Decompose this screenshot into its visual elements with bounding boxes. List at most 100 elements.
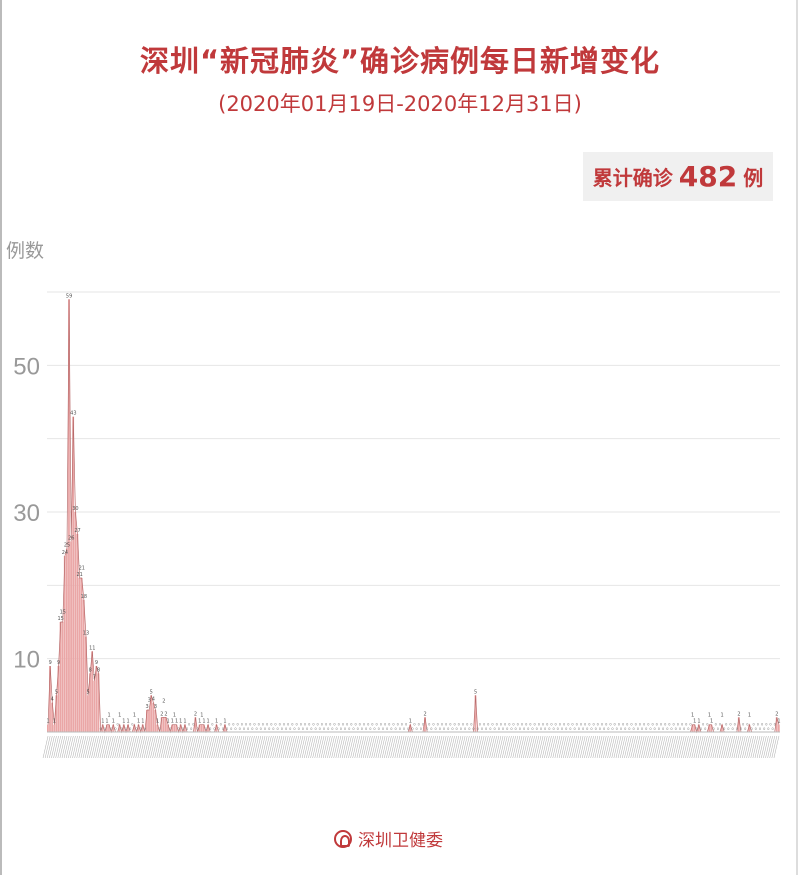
data-label: 0 <box>350 723 352 727</box>
bar <box>207 724 209 732</box>
data-label: 0 <box>681 723 683 727</box>
x-tick-label <box>704 735 710 759</box>
x-tick-label <box>499 735 506 759</box>
data-label: 0 <box>462 723 464 727</box>
data-label: 5 <box>150 689 153 695</box>
x-tick-label <box>80 735 87 759</box>
x-tick-label <box>293 735 299 759</box>
x-tick-label <box>339 735 346 759</box>
x-tick-label <box>565 735 571 759</box>
data-label: 0 <box>104 727 106 731</box>
x-tick-label <box>337 735 344 759</box>
x-tick-label <box>449 735 455 759</box>
data-label: 0 <box>529 723 531 727</box>
x-tick-label <box>310 735 316 759</box>
data-label: 0 <box>723 727 725 731</box>
data-label: 0 <box>144 727 146 731</box>
data-label: 0 <box>765 723 767 727</box>
data-label: 0 <box>382 727 384 731</box>
x-tick-label <box>630 735 636 759</box>
x-tick-label <box>129 735 135 759</box>
x-tick-label <box>769 735 775 759</box>
x-tick-label <box>335 735 342 759</box>
data-label: 0 <box>500 723 502 727</box>
x-tick-label <box>525 735 531 759</box>
x-tick-label <box>716 735 723 759</box>
data-label: 0 <box>285 727 287 731</box>
x-tick-label <box>424 735 430 759</box>
data-label: 0 <box>399 727 401 731</box>
data-label: 0 <box>658 727 660 731</box>
data-label: 0 <box>527 727 529 731</box>
x-tick-label <box>622 735 628 759</box>
data-label: 0 <box>729 723 731 727</box>
x-tick-label <box>346 735 352 759</box>
x-tick-label <box>213 735 219 759</box>
bar <box>89 673 91 732</box>
data-label: 0 <box>258 723 260 727</box>
data-label: 0 <box>519 727 521 731</box>
data-label: 0 <box>675 727 677 731</box>
data-label: 0 <box>451 727 453 731</box>
x-tick-label <box>626 735 632 759</box>
y-tick-label: 10 <box>13 647 40 674</box>
data-label: 0 <box>670 727 672 731</box>
data-label: 0 <box>386 727 388 731</box>
x-tick-label <box>175 735 181 759</box>
data-label: 0 <box>340 727 342 731</box>
data-label: 0 <box>295 723 297 727</box>
data-label: 0 <box>685 723 687 727</box>
bar <box>65 548 68 732</box>
x-tick-label <box>190 735 196 759</box>
data-label: 15 <box>58 616 64 622</box>
x-tick-label <box>708 735 714 759</box>
data-label: 0 <box>531 727 533 731</box>
data-label: 0 <box>232 723 234 727</box>
x-tick-label <box>318 735 325 759</box>
bar <box>122 724 125 732</box>
x-tick-label <box>148 735 154 759</box>
x-tick-label <box>472 735 478 759</box>
bar <box>49 666 51 732</box>
data-label: 0 <box>390 727 392 731</box>
data-label: 0 <box>430 727 432 731</box>
data-label: 0 <box>493 727 495 731</box>
data-label: 0 <box>677 723 679 727</box>
data-label: 0 <box>121 727 123 731</box>
x-tick-label <box>523 735 529 759</box>
x-tick-label <box>750 735 757 759</box>
data-label: 0 <box>456 727 458 731</box>
x-tick-label <box>242 735 249 759</box>
data-label: 1 <box>101 719 104 725</box>
data-label: 0 <box>706 723 708 727</box>
bar <box>78 578 81 732</box>
x-tick-label <box>122 735 129 759</box>
bar <box>80 578 83 732</box>
data-label: 0 <box>592 723 594 727</box>
data-label: 15 <box>60 610 66 616</box>
data-label: 1 <box>748 712 751 718</box>
x-tick-label <box>417 735 424 759</box>
bar <box>162 717 165 732</box>
data-label: 0 <box>319 727 321 731</box>
data-label: 0 <box>666 727 668 731</box>
data-label: 27 <box>74 528 80 534</box>
data-label: 0 <box>736 727 738 731</box>
x-tick-label <box>87 735 93 759</box>
x-tick-label <box>369 735 375 759</box>
x-tick-label <box>501 735 508 759</box>
data-label: 0 <box>277 727 279 731</box>
data-label: 0 <box>222 727 224 731</box>
data-label: 0 <box>329 723 331 727</box>
x-tick-label <box>533 735 540 759</box>
x-tick-label <box>249 735 255 759</box>
data-label: 5 <box>86 689 89 695</box>
x-tick-label <box>754 735 761 759</box>
x-tick-label <box>407 735 413 759</box>
data-label: 0 <box>367 723 369 727</box>
x-tick-label <box>584 735 590 759</box>
data-label: 0 <box>304 723 306 727</box>
x-tick-label <box>740 735 746 759</box>
x-tick-label <box>280 735 287 759</box>
x-tick-label <box>160 735 167 759</box>
